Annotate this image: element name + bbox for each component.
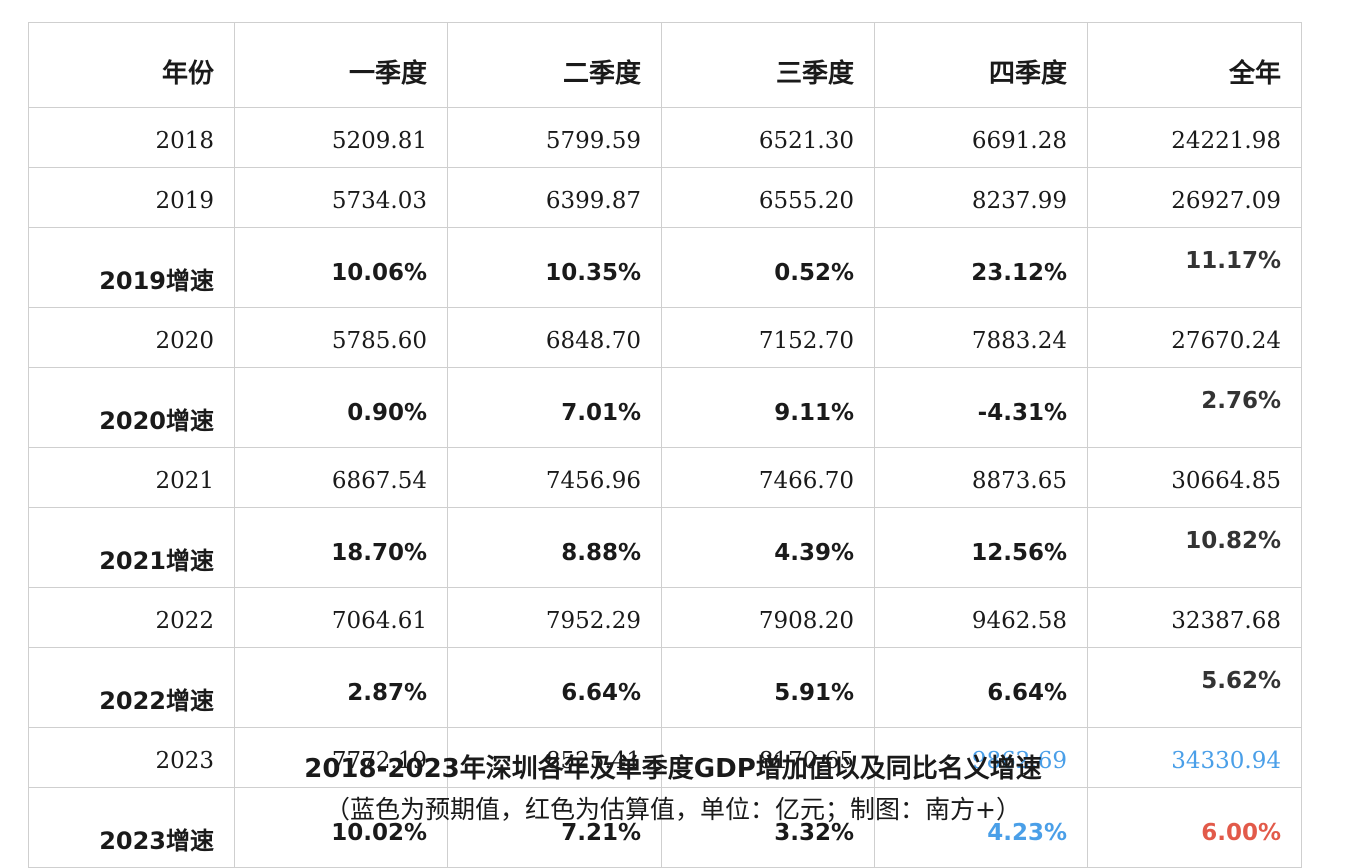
cell-q3: 4.39% [661, 507, 875, 588]
cell-q4: 6.64% [874, 647, 1088, 728]
cell-q2: 7.01% [447, 367, 662, 448]
cell-full-year: 27670.24 [1087, 307, 1302, 368]
cell-q4: 6691.28 [874, 107, 1088, 168]
cell-full-year: 10.82% [1087, 507, 1302, 588]
cell-q2: 7456.96 [447, 447, 662, 508]
cell-full-year: 11.17% [1087, 227, 1302, 308]
cell-q3: 0.52% [661, 227, 875, 308]
cell-year: 2021增速 [28, 507, 235, 588]
cell-full-year: 26927.09 [1087, 167, 1302, 228]
cell-year: 2020 [28, 307, 235, 368]
table-row-2019: 2019 5734.03 6399.87 6555.20 8237.99 269… [28, 167, 1302, 228]
cell-q1: 7064.61 [234, 587, 448, 648]
cell-full-year: 24221.98 [1087, 107, 1302, 168]
cell-q4: 8873.65 [874, 447, 1088, 508]
table-row-2020: 2020 5785.60 6848.70 7152.70 7883.24 276… [28, 307, 1302, 368]
cell-q3: 6555.20 [661, 167, 875, 228]
cell-q3: 9.11% [661, 367, 875, 448]
cell-q1: 18.70% [234, 507, 448, 588]
cell-year: 2018 [28, 107, 235, 168]
table-row-2022: 2022 7064.61 7952.29 7908.20 9462.58 323… [28, 587, 1302, 648]
cell-q3: 6521.30 [661, 107, 875, 168]
cell-q1: 6867.54 [234, 447, 448, 508]
cell-q3: 7466.70 [661, 447, 875, 508]
header-q2: 二季度 [447, 22, 662, 108]
cell-q4: 8237.99 [874, 167, 1088, 228]
table-row-2021-growth: 2021增速 18.70% 8.88% 4.39% 12.56% 10.82% [28, 507, 1302, 588]
cell-q2: 8525.41 [447, 727, 662, 788]
table-row-2019-growth: 2019增速 10.06% 10.35% 0.52% 23.12% 11.17% [28, 227, 1302, 308]
cell-q2: 6399.87 [447, 167, 662, 228]
cell-year: 2019 [28, 167, 235, 228]
cell-q3: 5.91% [661, 647, 875, 728]
cell-full-year: 2.76% [1087, 367, 1302, 448]
gdp-table: 年份 一季度 二季度 三季度 四季度 全年 2018 5209.81 5799.… [28, 22, 1302, 868]
table-row-2018: 2018 5209.81 5799.59 6521.30 6691.28 242… [28, 107, 1302, 168]
cell-year: 2022增速 [28, 647, 235, 728]
cell-q1: 2.87% [234, 647, 448, 728]
cell-q2: 6.64% [447, 647, 662, 728]
header-row: 年份 一季度 二季度 三季度 四季度 全年 [28, 22, 1302, 108]
cell-q2: 5799.59 [447, 107, 662, 168]
cell-q1: 5785.60 [234, 307, 448, 368]
table-row-2021: 2021 6867.54 7456.96 7466.70 8873.65 306… [28, 447, 1302, 508]
header-q1: 一季度 [234, 22, 448, 108]
cell-q2: 6848.70 [447, 307, 662, 368]
cell-full-year: 32387.68 [1087, 587, 1302, 648]
table-row-2020-growth: 2020增速 0.90% 7.01% 9.11% -4.31% 2.76% [28, 367, 1302, 448]
cell-full-year: 30664.85 [1087, 447, 1302, 508]
cell-q1: 5734.03 [234, 167, 448, 228]
caption-title: 2018-2023年深圳各年及单季度GDP增加值以及同比名义增速 [304, 754, 1042, 784]
cell-q1: 5209.81 [234, 107, 448, 168]
cell-q2: 10.35% [447, 227, 662, 308]
cell-year: 2019增速 [28, 227, 235, 308]
cell-q4: 7883.24 [874, 307, 1088, 368]
cell-q4: 23.12% [874, 227, 1088, 308]
header-full-year: 全年 [1087, 22, 1302, 108]
cell-q4: 12.56% [874, 507, 1088, 588]
cell-q2: 8.88% [447, 507, 662, 588]
cell-q1: 10.06% [234, 227, 448, 308]
cell-full-year: 5.62% [1087, 647, 1302, 728]
table-row-2022-growth: 2022增速 2.87% 6.64% 5.91% 6.64% 5.62% [28, 647, 1302, 728]
header-year: 年份 [28, 22, 235, 108]
cell-year: 2023 [28, 727, 235, 788]
cell-q4: -4.31% [874, 367, 1088, 448]
cell-q1: 7772.19 [234, 727, 448, 788]
cell-year: 2021 [28, 447, 235, 508]
cell-year: 2022 [28, 587, 235, 648]
cell-year: 2020增速 [28, 367, 235, 448]
cell-q4: 9462.58 [874, 587, 1088, 648]
cell-q3: 7908.20 [661, 587, 875, 648]
cell-q1: 0.90% [234, 367, 448, 448]
header-q4: 四季度 [874, 22, 1088, 108]
header-q3: 三季度 [661, 22, 875, 108]
cell-q3: 7152.70 [661, 307, 875, 368]
cell-q2: 7952.29 [447, 587, 662, 648]
caption-note: （蓝色为预期值，红色为估算值，单位：亿元；制图：南方+） [325, 795, 1021, 824]
cell-full-year-forecast: 34330.94 [1087, 727, 1302, 788]
